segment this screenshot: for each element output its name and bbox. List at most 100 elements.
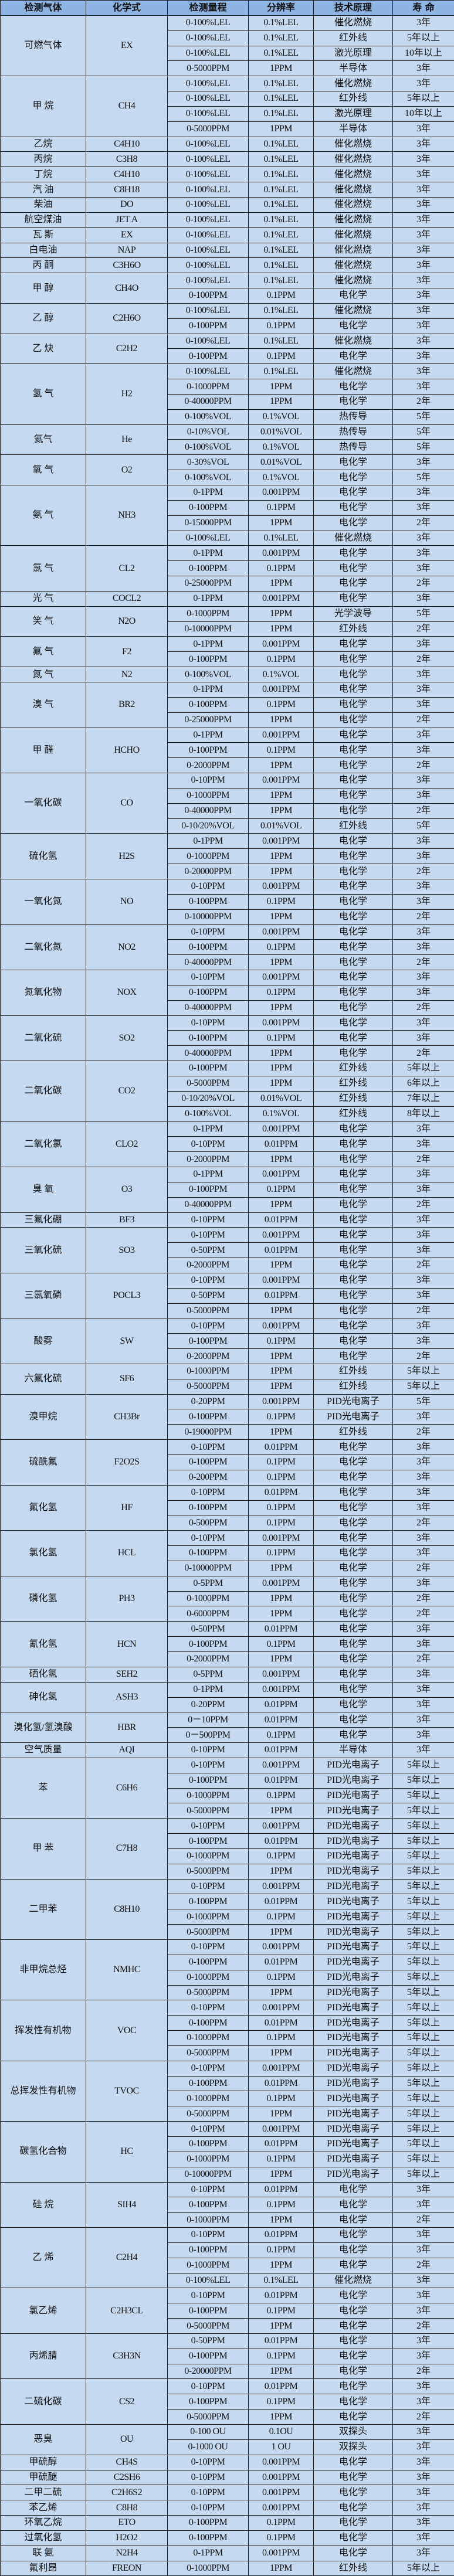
formula-cell: O3 <box>86 1166 168 1213</box>
lifespan-cell: 3年 <box>392 454 454 471</box>
lifespan-cell: 3年 <box>392 1121 454 1137</box>
gas-name-cell: 氰化氢 <box>0 1621 86 1667</box>
principle-cell: 电化学 <box>313 1621 393 1637</box>
principle-cell: 电化学 <box>313 2485 393 2501</box>
formula-cell: SIH4 <box>86 2181 168 2228</box>
gas-name-cell: 氯化氢 <box>0 1530 86 1576</box>
principle-cell: 电化学 <box>313 1636 393 1652</box>
gas-name-cell: 溴化氢/氢溴酸 <box>0 1712 86 1744</box>
table-row: 六氟化硫 SF6 0-1000PPM 1PPM 红外线 5年以上 <box>0 1363 454 1395</box>
range-cell: 0-10000PPM <box>167 2166 249 2183</box>
principle-cell: 电化学 <box>313 864 393 879</box>
range-cell: 0-100 OU <box>167 2424 249 2440</box>
range-cell: 0-100%LEL <box>167 45 249 62</box>
lifespan-cell: 3年 <box>392 1545 454 1561</box>
principle-cell: 电化学 <box>313 2242 393 2258</box>
table-row: 可燃气体 EX 0-100%LEL 0.1%LEL 催化燃烧 3年 <box>0 15 454 77</box>
table-row: 丙烷 C3H8 0-100%LEL 0.1%LEL 催化燃烧 3年 <box>0 151 454 168</box>
resolution-cell: 1PPM <box>248 2257 314 2273</box>
formula-cell: HBR <box>86 1712 168 1744</box>
resolution-cell: 1PPM <box>248 606 314 622</box>
lifespan-cell: 3年 <box>392 1621 454 1637</box>
resolution-cell: 1PPM <box>248 60 314 77</box>
formula-cell: C7H8 <box>86 1818 168 1880</box>
resolution-cell: 0.1PPM <box>248 318 314 334</box>
table-row: 0-5000PPM 1PPM 红外线 5年以上 <box>1 1378 454 1395</box>
lifespan-cell: 5年以上 <box>392 2075 454 2092</box>
principle-cell: 电化学 <box>313 2515 393 2531</box>
lifespan-cell: 3年 <box>392 2333 454 2349</box>
lifespan-cell: 3年 <box>392 1333 454 1350</box>
principle-cell: 电化学 <box>313 470 393 485</box>
principle-cell: 电化学 <box>313 590 393 607</box>
lifespan-cell: 3年 <box>392 681 454 698</box>
lifespan-cell: 5年以上 <box>392 1378 454 1395</box>
range-cell: 0-1000PPM <box>167 1787 249 1804</box>
range-cell: 0-1000PPM <box>167 606 249 622</box>
table-row: 0-1000PPM 1PPM 电化学 3年 <box>1 848 454 865</box>
resolution-cell: 0.001PPM <box>248 1318 314 1334</box>
range-cell: 0-2000PPM <box>167 757 249 774</box>
formula-cell: AQI <box>86 1742 168 1758</box>
principle-cell: 热传导 <box>313 424 393 440</box>
resolution-cell: 0.1%LEL <box>248 333 314 349</box>
table-row: 光 气 COCL2 0-1PPM 0.001PPM 电化学 3年 <box>0 590 454 607</box>
range-cell: 0-10PPM <box>167 1878 249 1895</box>
resolution-cell: 0.01PPM <box>248 1242 314 1259</box>
resolution-cell: 0.1%LEL <box>248 303 314 319</box>
table-row: 砷化氢 ASH3 0-1PPM 0.001PPM 电化学 3年 <box>0 1681 454 1713</box>
resolution-cell: 1PPM <box>248 1258 314 1273</box>
resolution-cell: 0.01PPM <box>248 2136 314 2152</box>
principle-cell: 电化学 <box>313 545 393 562</box>
lifespan-cell: 2年 <box>392 2363 454 2380</box>
principle-cell: 半导体 <box>313 60 393 77</box>
gas-name-cell: 二氧化硫 <box>0 1015 86 1062</box>
table-row: 0-6000PPM 1PPM 电化学 2年 <box>1 1606 454 1622</box>
table-row: 氦气 He 0-10%VOL 0.01%VOL 热传导 5年 <box>0 424 454 456</box>
gas-name-cell: 硅 烷 <box>0 2181 86 2228</box>
gas-name-cell: 可燃气体 <box>0 15 86 77</box>
range-cell: 0-10PPM <box>167 2181 249 2198</box>
table-header-row: 检测气体 化学式 检测量程 分辨率 技术原理 寿 命 <box>0 0 454 16</box>
table-row: 0-40000PPM 1PPM 电化学 2年 <box>1 803 454 819</box>
range-cell: 0-100%LEL <box>167 242 249 259</box>
resolution-cell: 1PPM <box>248 2318 314 2334</box>
table-row: 0-100%VOL 0.1%VOL 热传导 5年 <box>1 409 454 425</box>
range-cell: 0-100PPM <box>167 2242 249 2258</box>
table-row: 0-5000PPM 1PPM 红外线 6年以上 <box>1 1075 454 1092</box>
resolution-cell: 0.1%VOL <box>248 470 314 485</box>
lifespan-cell: 3年 <box>392 560 454 577</box>
range-cell: 0-1000PPM <box>167 848 249 865</box>
resolution-cell: 0.01PPM <box>248 1712 314 1728</box>
principle-cell: 电化学 <box>313 576 393 592</box>
range-cell: 0-100%LEL <box>167 166 249 183</box>
resolution-cell: 1PPM <box>248 1651 314 1667</box>
formula-cell: H2S <box>86 833 168 879</box>
gas-name-cell: 白电油 <box>0 242 86 259</box>
principle-cell: PID光电离子 <box>313 2075 393 2092</box>
principle-cell: 电化学 <box>313 1697 393 1713</box>
lifespan-cell: 5年以上 <box>392 1894 454 1910</box>
resolution-cell: 0.01%VOL <box>248 1090 314 1107</box>
lifespan-cell: 3年 <box>392 1242 454 1259</box>
lifespan-cell: 5年以上 <box>392 1363 454 1379</box>
range-cell: 0-100PPM <box>167 1500 249 1516</box>
table-row: 碳氢化合物 HC 0-10PPM 0.001PPM PID光电离子 5年以上 <box>0 2121 454 2183</box>
formula-cell: N2H4 <box>86 2545 168 2561</box>
lifespan-cell: 3年 <box>392 227 454 243</box>
range-cell: 0-500PPM <box>167 1515 249 1531</box>
range-cell: 0-1PPM <box>167 833 249 849</box>
resolution-cell: 0.1%LEL <box>248 15 314 31</box>
lifespan-cell: 2年 <box>392 2257 454 2273</box>
table-row: 白电油 NAP 0-100%LEL 0.1%LEL 催化燃烧 3年 <box>0 242 454 259</box>
formula-cell: OU <box>86 2424 168 2455</box>
formula-cell: BF3 <box>86 1212 168 1228</box>
lifespan-cell: 3年 <box>392 485 454 501</box>
resolution-cell: 0.001PPM <box>248 1121 314 1137</box>
range-cell: 0-50PPM <box>167 1242 249 1259</box>
gas-name-cell: 一氧化氮 <box>0 878 86 925</box>
lifespan-cell: 2年 <box>392 2409 454 2425</box>
table-row: 0-100PPM 0.1PPM 电化学 3年 <box>1 1636 454 1652</box>
principle-cell: 催化燃烧 <box>313 166 393 183</box>
principle-cell: PID光电离子 <box>313 1954 393 1970</box>
